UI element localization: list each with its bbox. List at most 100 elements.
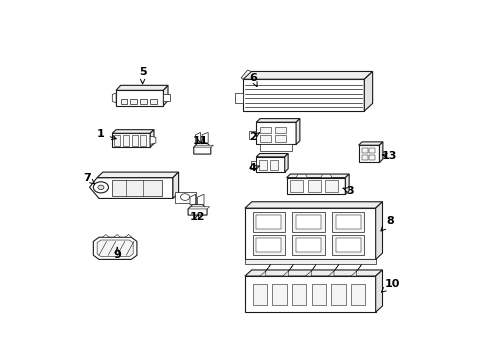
Polygon shape (244, 208, 375, 260)
Polygon shape (195, 132, 200, 143)
Text: 2: 2 (248, 132, 259, 142)
Polygon shape (97, 172, 178, 177)
Polygon shape (193, 145, 213, 147)
Bar (331, 284, 345, 305)
Polygon shape (243, 72, 372, 79)
Bar (275, 127, 285, 133)
Bar (272, 284, 286, 305)
Polygon shape (97, 240, 133, 257)
Text: 1: 1 (97, 129, 116, 140)
Polygon shape (244, 202, 382, 208)
Polygon shape (189, 194, 195, 204)
Bar (130, 99, 137, 104)
Polygon shape (112, 133, 150, 147)
Polygon shape (244, 276, 375, 312)
Polygon shape (256, 118, 299, 122)
Bar (260, 135, 270, 141)
Bar (269, 160, 277, 170)
Polygon shape (358, 142, 382, 145)
Bar (150, 99, 157, 104)
Polygon shape (175, 192, 195, 203)
Text: 8: 8 (380, 216, 393, 231)
Circle shape (93, 182, 108, 193)
Bar (368, 148, 374, 153)
Polygon shape (375, 202, 382, 260)
Polygon shape (244, 270, 382, 276)
Polygon shape (358, 145, 379, 162)
Text: 3: 3 (343, 186, 353, 196)
Bar (256, 215, 280, 229)
Text: 9: 9 (113, 247, 121, 260)
Polygon shape (256, 153, 287, 157)
Bar (112, 180, 161, 196)
Bar (259, 160, 266, 170)
Bar (361, 155, 367, 160)
Text: 4: 4 (248, 163, 259, 174)
Polygon shape (260, 144, 292, 151)
Bar (252, 235, 284, 255)
Polygon shape (244, 260, 375, 264)
Polygon shape (173, 172, 178, 198)
Polygon shape (284, 153, 287, 172)
Polygon shape (345, 174, 348, 194)
Bar (275, 135, 285, 141)
Polygon shape (150, 136, 156, 144)
Bar (311, 284, 325, 305)
Bar (256, 238, 280, 252)
Text: 11: 11 (192, 136, 208, 146)
Bar (291, 284, 305, 305)
Bar (163, 94, 170, 102)
Polygon shape (193, 143, 210, 154)
Polygon shape (260, 264, 270, 276)
Polygon shape (243, 79, 364, 111)
Bar (368, 155, 374, 160)
Bar (121, 99, 127, 104)
Polygon shape (296, 118, 299, 144)
Bar (131, 135, 138, 146)
Polygon shape (234, 93, 243, 103)
Polygon shape (125, 234, 131, 237)
Bar (114, 135, 120, 146)
Polygon shape (197, 194, 203, 204)
Bar (140, 99, 147, 104)
Text: 13: 13 (381, 151, 396, 161)
Bar (325, 180, 338, 192)
Polygon shape (379, 142, 382, 162)
Polygon shape (188, 204, 206, 215)
Polygon shape (102, 234, 109, 237)
Circle shape (98, 185, 104, 190)
Bar (292, 212, 324, 232)
Text: 10: 10 (381, 279, 399, 292)
Polygon shape (112, 93, 116, 103)
Bar (361, 148, 367, 153)
Polygon shape (114, 234, 120, 237)
Polygon shape (286, 174, 348, 177)
Bar (335, 215, 360, 229)
Polygon shape (116, 85, 168, 90)
Bar (331, 235, 364, 255)
Bar (307, 180, 320, 192)
Polygon shape (248, 131, 256, 139)
Polygon shape (93, 237, 137, 260)
Polygon shape (320, 174, 331, 177)
Polygon shape (364, 72, 372, 111)
Bar (252, 212, 284, 232)
Polygon shape (112, 130, 154, 133)
Bar (252, 284, 266, 305)
Polygon shape (286, 177, 345, 194)
Polygon shape (250, 161, 256, 169)
Polygon shape (150, 130, 154, 147)
Bar (350, 284, 365, 305)
Bar (335, 238, 360, 252)
Bar (290, 180, 303, 192)
Polygon shape (350, 264, 361, 276)
Polygon shape (256, 122, 296, 144)
Polygon shape (305, 264, 316, 276)
Text: 6: 6 (248, 73, 257, 86)
Polygon shape (256, 157, 284, 172)
Polygon shape (163, 85, 168, 105)
Polygon shape (241, 70, 251, 79)
Polygon shape (116, 90, 163, 105)
Bar (260, 127, 270, 133)
Bar (140, 135, 146, 146)
